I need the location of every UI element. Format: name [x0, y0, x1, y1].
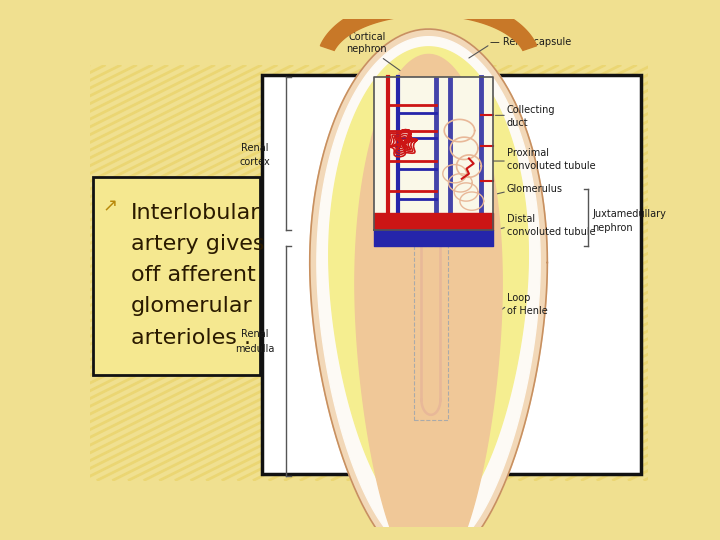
Text: nephron: nephron [593, 223, 633, 233]
Polygon shape [320, 0, 536, 50]
Text: Cortical: Cortical [348, 32, 385, 42]
Polygon shape [317, 37, 540, 540]
Text: arterioles .: arterioles . [131, 328, 251, 348]
Polygon shape [310, 29, 547, 540]
Polygon shape [374, 77, 492, 230]
Text: Renal: Renal [241, 143, 269, 153]
Text: ↗: ↗ [103, 198, 118, 216]
Text: Juxtamedullary: Juxtamedullary [593, 210, 667, 219]
Text: off afferent: off afferent [131, 265, 256, 285]
Text: duct: duct [507, 118, 528, 128]
Text: Collecting: Collecting [507, 105, 555, 115]
Text: Distal: Distal [507, 214, 535, 225]
Text: artery gives: artery gives [131, 234, 264, 254]
Text: Renal: Renal [241, 329, 269, 339]
FancyBboxPatch shape [262, 75, 642, 474]
Polygon shape [329, 47, 528, 525]
Text: Proximal: Proximal [507, 148, 549, 158]
Text: nephron: nephron [346, 44, 387, 55]
Text: convoluted tubule: convoluted tubule [507, 161, 595, 171]
Text: Interlobular: Interlobular [131, 203, 260, 223]
Text: of Henle: of Henle [507, 306, 548, 316]
Text: glomerular: glomerular [131, 296, 253, 316]
FancyBboxPatch shape [93, 177, 260, 375]
Text: Glomerulus: Glomerulus [507, 184, 563, 194]
Text: cortex: cortex [240, 157, 271, 167]
Text: — Renal capsule: — Renal capsule [490, 37, 572, 47]
Text: convoluted tubule: convoluted tubule [507, 227, 595, 237]
Text: medulla: medulla [235, 344, 275, 354]
Text: Loop: Loop [507, 293, 531, 303]
Polygon shape [355, 55, 502, 540]
